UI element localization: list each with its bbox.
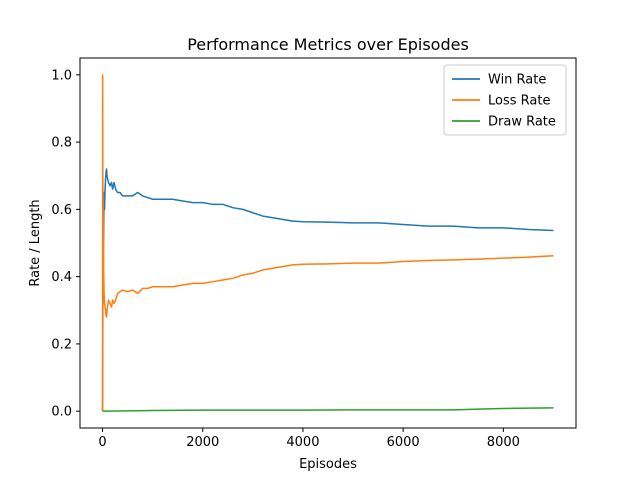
x-tick-label: 4000 — [286, 435, 319, 450]
series-line-loss-rate — [101, 74, 554, 412]
y-tick-label: 0.8 — [51, 136, 72, 151]
y-tick-label: 0.4 — [51, 270, 72, 285]
x-tick-label: 2000 — [186, 435, 219, 450]
series-line-draw-rate — [102, 407, 554, 412]
x-tick-label: 8000 — [487, 435, 520, 450]
chart-title: Performance Metrics over Episodes — [187, 35, 469, 54]
x-axis-label: Episodes — [299, 457, 357, 472]
legend-label: Loss Rate — [488, 94, 550, 109]
legend: Win Rate Loss Rate Draw Rate — [443, 64, 567, 136]
legend-label: Win Rate — [488, 73, 546, 88]
plot-frame — [79, 57, 577, 429]
legend-box — [443, 64, 567, 136]
y-tick-label: 0.2 — [51, 337, 72, 352]
x-tick-label: 0 — [98, 435, 106, 450]
y-tick-label: 0.6 — [51, 203, 72, 218]
series-line-win-rate — [101, 168, 554, 412]
y-tick-label: 1.0 — [51, 68, 72, 83]
legend-label: Draw Rate — [488, 115, 556, 130]
y-axis-label: Rate / Length — [28, 199, 43, 286]
axes-layer: 0 2000 4000 6000 8000 0.0 0.2 0.4 0.6 0.8 1.0 — [51, 57, 577, 450]
x-tick-label: 6000 — [387, 435, 420, 450]
y-tick-label: 0.0 — [51, 405, 72, 420]
series-layer — [101, 74, 554, 412]
